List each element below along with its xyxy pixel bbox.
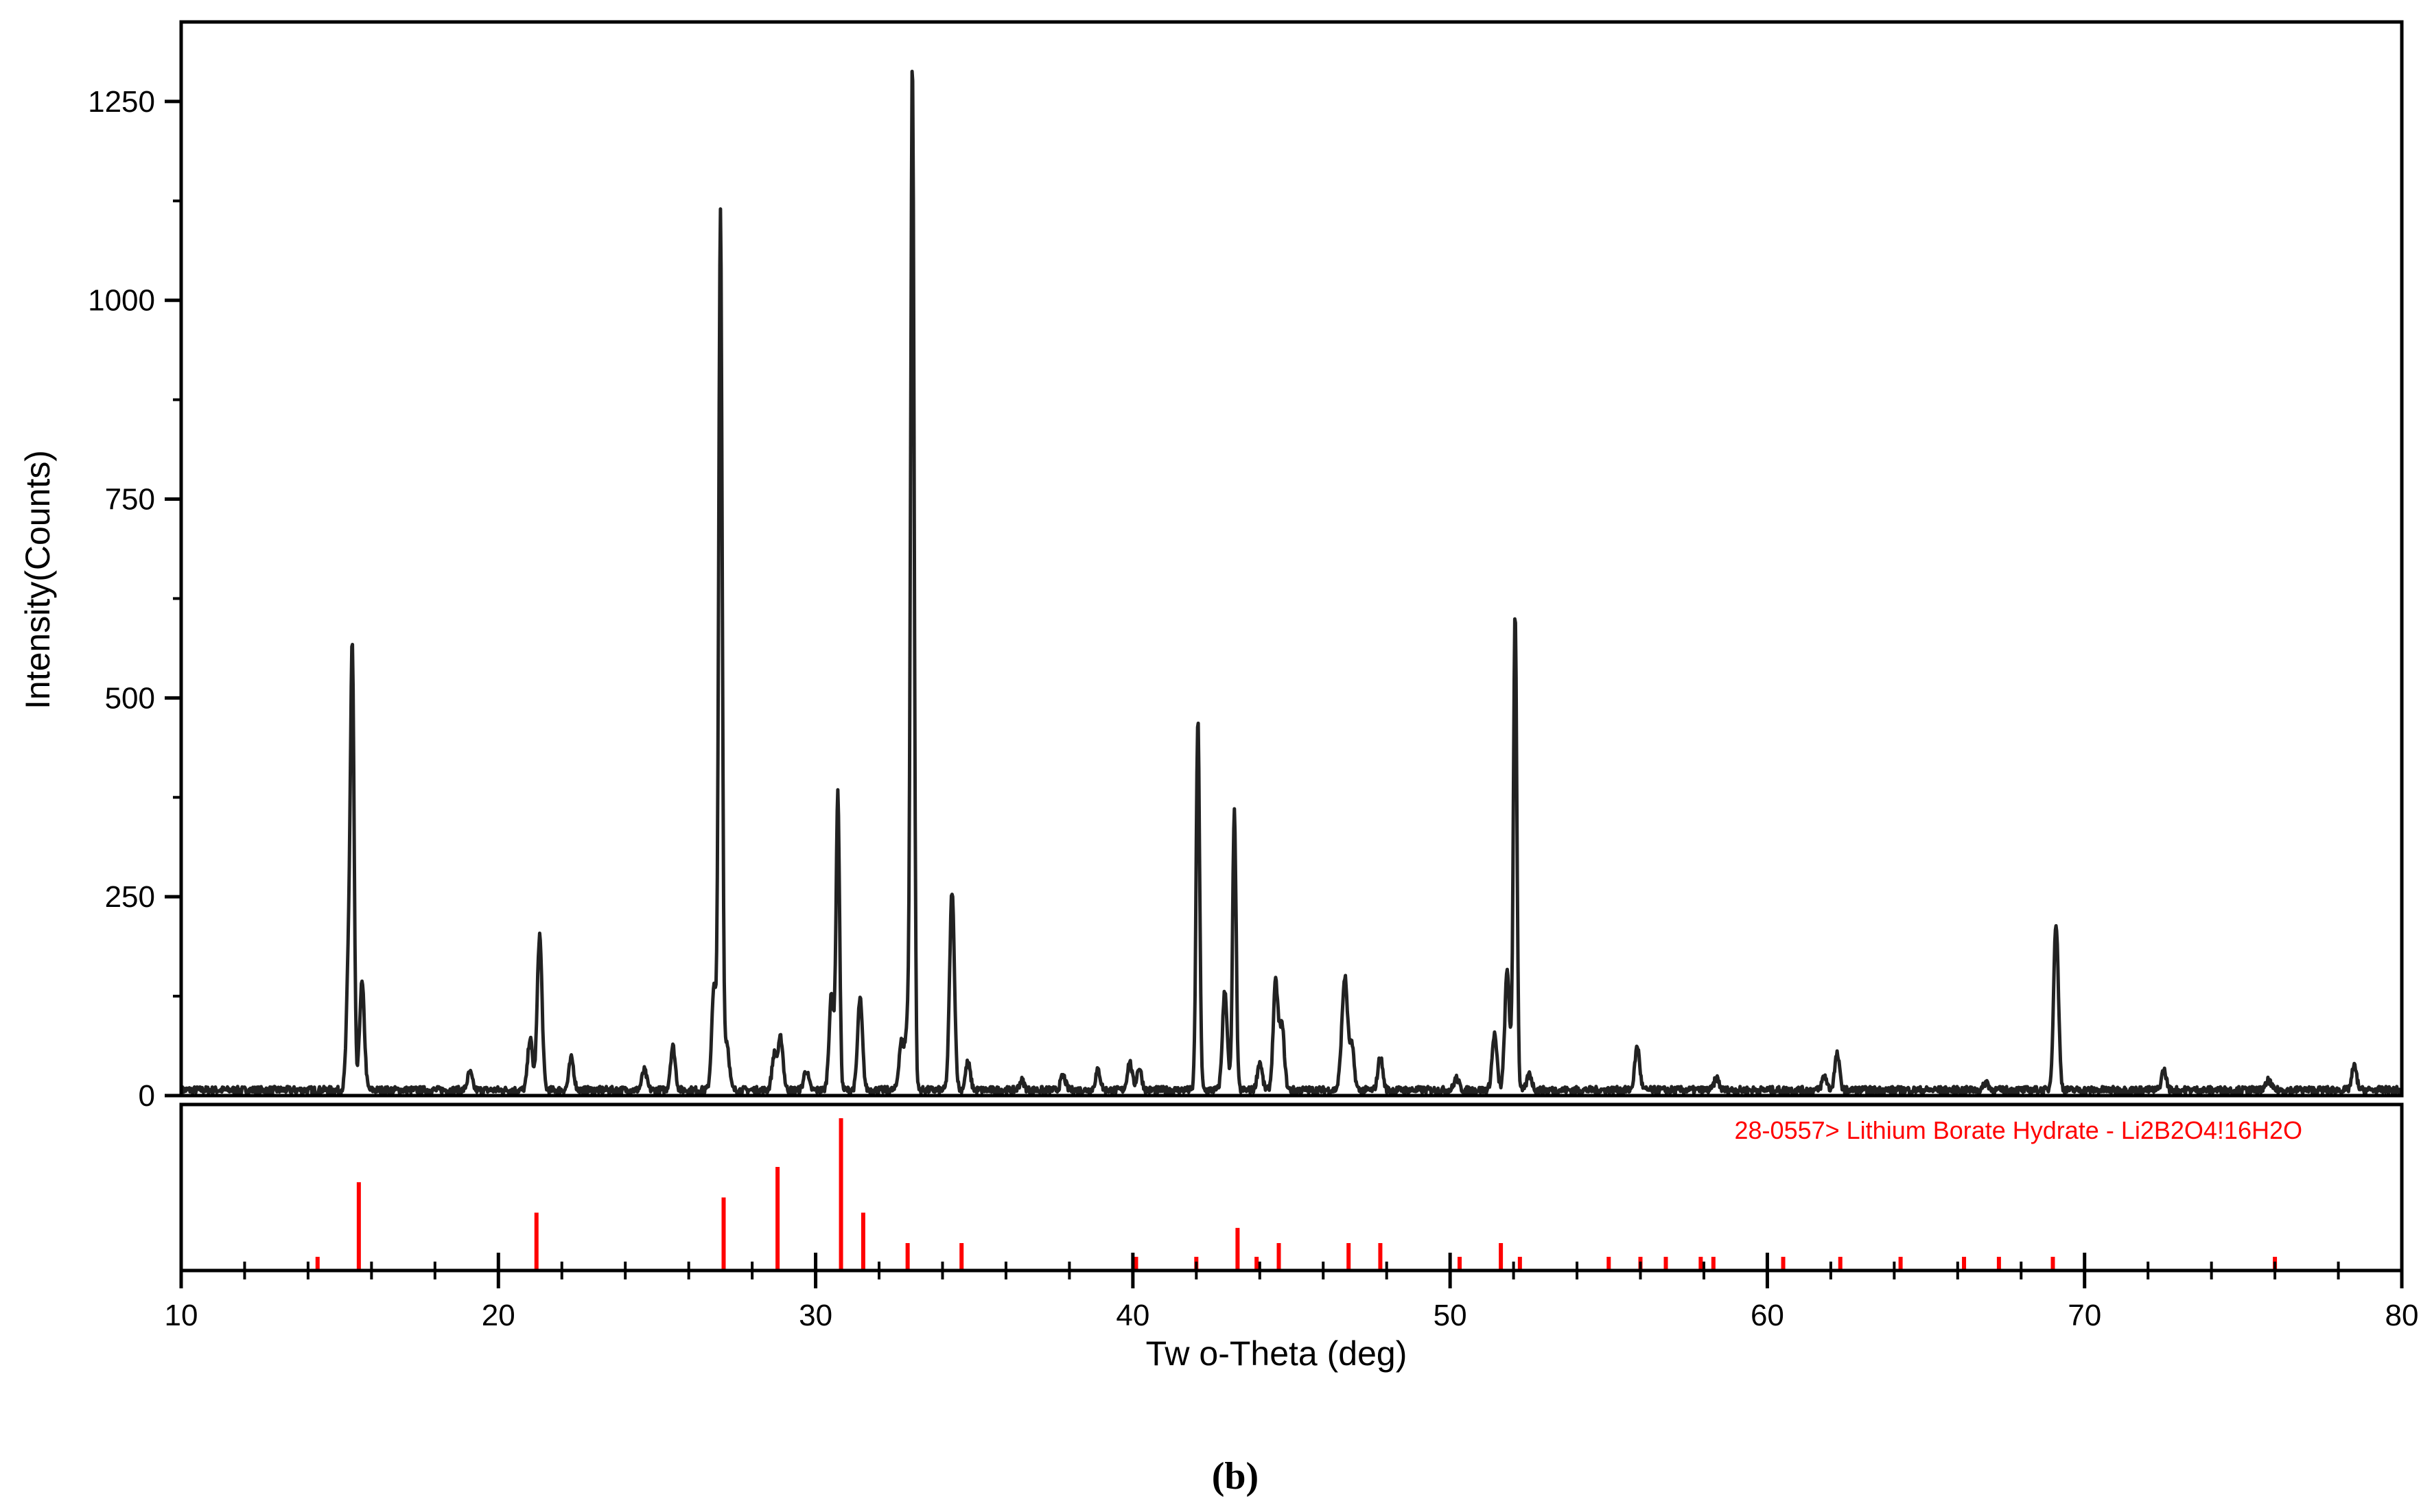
reference-plot-frame (179, 1102, 2404, 1273)
x-tick-label: 60 (1751, 1299, 1784, 1332)
x-tick-label: 20 (482, 1299, 515, 1332)
x-tick-label: 40 (1116, 1299, 1149, 1332)
y-tick-label: 750 (105, 483, 155, 517)
y-tick-label: 500 (105, 681, 155, 715)
main-plot-frame (179, 20, 2404, 1098)
x-tick-label: 70 (2068, 1299, 2101, 1332)
y-axis: 0 250 500 750 1000 1250 (88, 85, 181, 1113)
reference-pattern-panel: 28-0557> Lithium Borate Hydrate - Li2B2O… (165, 1102, 2419, 1373)
diffraction-pattern-line (180, 69, 2402, 1096)
panel-caption: (b) (1212, 1455, 1259, 1498)
y-tick-label: 250 (105, 880, 155, 914)
x-tick-label: 50 (1434, 1299, 1467, 1332)
x-tick-label: 30 (799, 1299, 832, 1332)
y-tick-label: 1000 (88, 284, 155, 318)
x-tick-label: 80 (2385, 1299, 2419, 1332)
y-tick-label: 1250 (88, 85, 155, 119)
x-tick-label: 10 (165, 1299, 198, 1332)
x-axis: 10 20 30 40 50 60 70 80 (165, 1253, 2419, 1332)
diffraction-pattern-panel: 0 250 500 750 1000 1250 Intensity(Counts) (19, 20, 2404, 1113)
reference-pattern-label: 28-0557> Lithium Borate Hydrate - Li2B2O… (1735, 1116, 2302, 1144)
y-axis-title: Intensity(Counts) (19, 450, 57, 709)
x-axis-title: Tw o-Theta (deg) (1146, 1334, 1407, 1373)
y-tick-label: 0 (139, 1079, 155, 1113)
